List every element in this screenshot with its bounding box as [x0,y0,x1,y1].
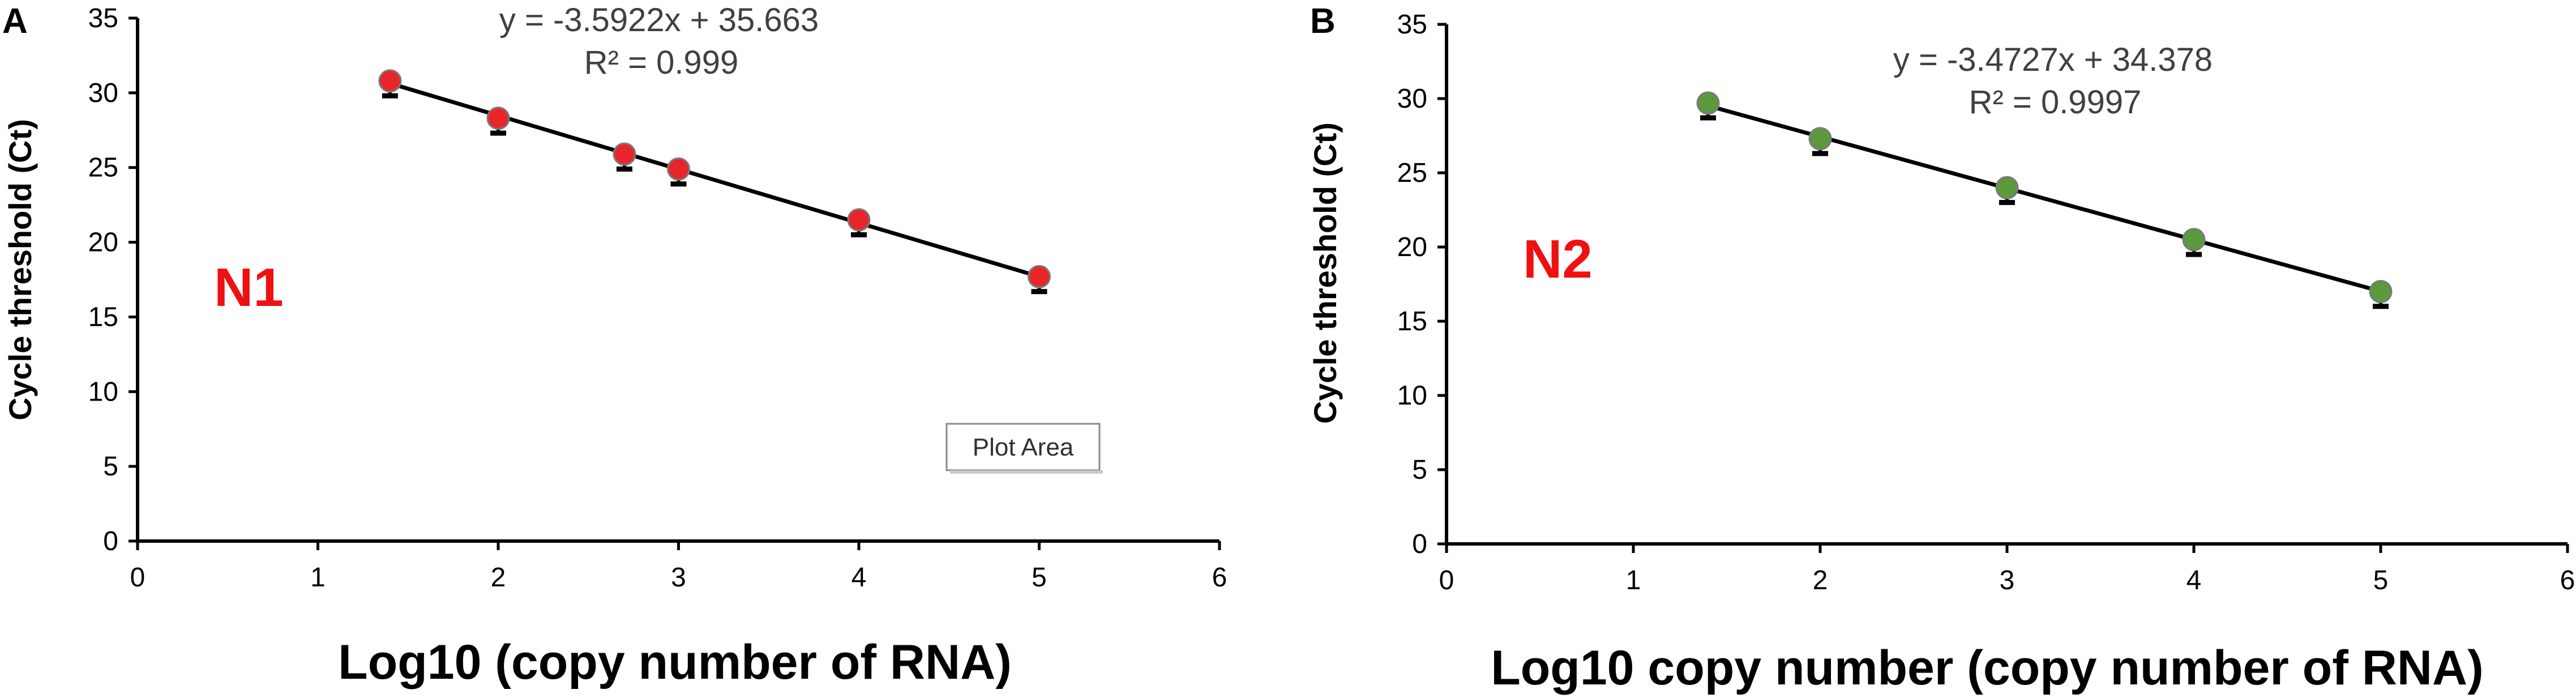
x-axis-title: Log10 (copy number of RNA) [338,635,1012,690]
y-tick-label: 0 [1412,529,1427,559]
y-tick-label: 35 [1397,10,1427,40]
series-tag-n1: N1 [214,257,284,318]
data-point [847,208,871,232]
x-tick-label: 2 [491,563,506,593]
x-tick-label: 4 [2186,565,2202,595]
trendline-equation: y = -3.5922x + 35.663 [499,2,819,39]
x-tick-label: 4 [851,563,867,593]
trendline [389,81,1040,279]
y-tick-label: 30 [88,78,118,108]
y-tick-label: 5 [1412,455,1427,485]
x-tick-label: 0 [1439,565,1454,595]
data-points [1696,91,2393,309]
axes [129,16,1221,550]
y-tick-label: 15 [88,302,118,332]
tick-labels: 0 5 10 15 20 25 30 35 0 1 2 3 4 5 6 [1397,10,2575,595]
tooltip-shadow [950,470,1103,474]
y-tick-label: 10 [88,377,118,407]
x-axis-title: Log10 copy number (copy number of RNA) [1491,641,2484,695]
y-tick-label: 20 [88,228,118,258]
x-tick-label: 5 [2373,565,2389,595]
data-point [378,69,402,93]
panel-a-n1-chart: A Cycle threshold (Ct) Log10 (copy numbe… [2,2,1227,690]
data-point [1696,91,1720,115]
axes [1437,23,2569,553]
x-tick-label: 3 [671,563,686,593]
y-tick-label: 35 [88,3,118,33]
plot-area-tooltip: Plot Area [945,423,1103,474]
x-tick-label: 3 [2000,565,2015,595]
panel-label: A [2,2,28,41]
tick-labels: 0 5 10 15 20 25 30 35 0 1 2 3 4 5 6 [88,3,1227,593]
series-tag-n2: N2 [1523,229,1593,290]
data-point [486,107,510,130]
y-tick-label: 30 [1397,84,1427,114]
trendline-path [1708,104,2381,293]
data-point [667,157,690,181]
y-tick-label: 15 [1397,307,1427,337]
data-point [613,142,636,166]
data-point [1995,176,2019,199]
data-point [1028,265,1051,288]
y-tick-label: 25 [88,153,118,183]
r-squared-label: R² = 0.999 [584,44,738,81]
trendline [1708,104,2381,293]
x-tick-label: 2 [1813,565,1828,595]
x-tick-label: 1 [1626,565,1641,595]
y-axis-title: Cycle threshold (Ct) [1307,122,1343,424]
y-tick-label: 25 [1397,158,1427,188]
x-tick-label: 6 [1212,563,1227,593]
data-points [378,69,1051,295]
y-tick-label: 10 [1397,381,1427,411]
y-tick-label: 0 [103,526,118,556]
x-tick-label: 6 [2560,565,2575,595]
y-tick-label: 20 [1397,232,1427,262]
trendline-path [389,81,1040,279]
r-squared-label: R² = 0.9997 [1969,84,2142,121]
panel-label: B [1310,2,1336,41]
data-point [2369,280,2393,304]
y-tick-label: 5 [103,452,118,482]
x-tick-label: 0 [130,563,146,593]
tooltip-text: Plot Area [973,433,1074,461]
data-point [1808,127,1832,151]
data-point [2182,228,2206,252]
x-tick-label: 5 [1032,563,1047,593]
trendline-equation: y = -3.4727x + 34.378 [1893,41,2213,78]
y-axis-title: Cycle threshold (Ct) [2,119,38,420]
x-tick-label: 1 [310,563,326,593]
panel-b-n2-chart: B Cycle threshold (Ct) Log10 copy number… [1307,2,2575,695]
